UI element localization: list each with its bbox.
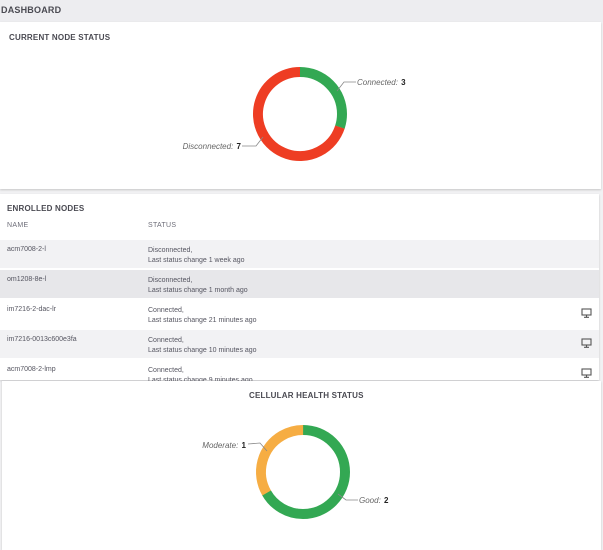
cellular-health-chart: Moderate: 1 Good: 2 — [202, 415, 389, 530]
good-leader-line — [337, 493, 358, 501]
disconnected-legend: Disconnected: 7 — [183, 142, 242, 151]
table-row[interactable]: im7216-0013c600e3fa Connected, Last stat… — [0, 330, 599, 358]
column-header-name[interactable]: NAME — [7, 222, 29, 229]
node-status: Connected, Last status change 10 minutes… — [148, 337, 257, 354]
moderate-slice[interactable] — [246, 415, 361, 530]
node-name[interactable]: acm7008-2-lmp — [7, 366, 56, 373]
table-row[interactable]: im7216-2-dac-lr Connected, Last status c… — [0, 300, 599, 328]
enrolled-nodes-title: ENROLLED NODES — [7, 204, 85, 213]
table-row[interactable]: acm7008-2-lmp Connected, Last status cha… — [0, 360, 599, 388]
page-title: DASHBOARD — [0, 0, 603, 22]
node-status-panel: CURRENT NODE STATUS Connected: 3 Disconn… — [0, 22, 601, 189]
node-status: Connected, Last status change 21 minutes… — [148, 307, 257, 324]
enrolled-nodes-panel: ENROLLED NODES NAME STATUS acm7008-2-l D… — [0, 194, 599, 384]
table-row[interactable]: acm7008-2-l Disconnected, Last status ch… — [0, 240, 599, 268]
monitor-icon[interactable] — [581, 368, 592, 378]
node-name[interactable]: im7216-0013c600e3fa — [7, 336, 77, 343]
disconnected-leader-line — [242, 136, 264, 147]
connected-leader-line — [336, 81, 356, 92]
column-header-status[interactable]: STATUS — [148, 222, 177, 229]
connected-slice[interactable] — [253, 67, 347, 161]
connected-legend: Connected: 3 — [357, 78, 406, 87]
monitor-icon[interactable] — [581, 338, 592, 348]
node-status: Disconnected, Last status change 1 month… — [148, 277, 248, 294]
nodes-table: acm7008-2-l Disconnected, Last status ch… — [0, 240, 599, 388]
monitor-icon[interactable] — [581, 308, 592, 318]
node-name[interactable]: acm7008-2-l — [7, 246, 46, 253]
node-name[interactable]: om1208-8e-l — [7, 276, 47, 283]
good-legend: Good: 2 — [359, 496, 389, 505]
node-status-title: CURRENT NODE STATUS — [9, 33, 111, 42]
moderate-legend: Moderate: 1 — [202, 441, 246, 450]
node-status: Disconnected, Last status change 1 week … — [148, 247, 245, 264]
node-status: Connected, Last status change 9 minutes … — [148, 367, 253, 384]
moderate-leader-line — [247, 442, 268, 452]
cellular-health-title: CELLULAR HEALTH STATUS — [249, 391, 364, 400]
node-status-chart: Connected: 3 Disconnected: 7 — [183, 67, 406, 161]
cellular-health-panel: CELLULAR HEALTH STATUS Moderate: 1 Good:… — [2, 381, 601, 550]
table-row[interactable]: om1208-8e-l Disconnected, Last status ch… — [0, 270, 599, 298]
node-name[interactable]: im7216-2-dac-lr — [7, 306, 57, 313]
